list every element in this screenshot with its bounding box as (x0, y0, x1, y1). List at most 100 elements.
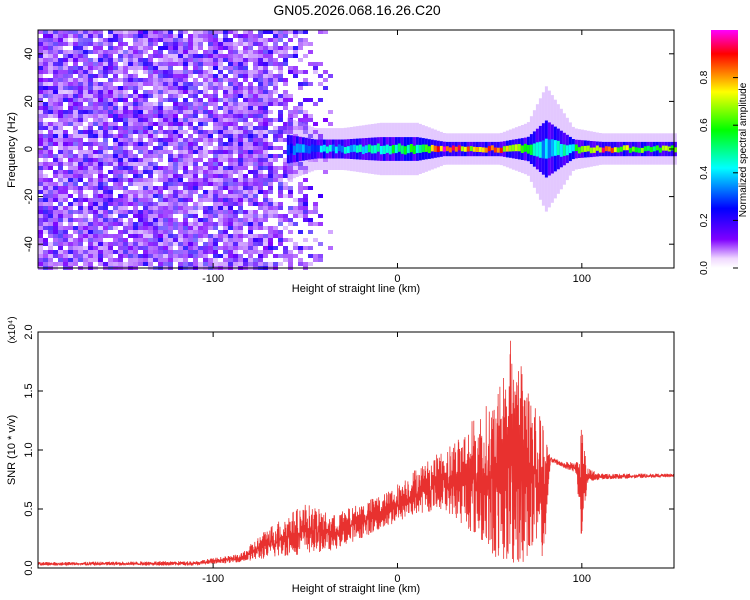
spectrogram-noise-cell (88, 34, 93, 38)
spectrogram-noise-cell (38, 150, 43, 154)
spectrogram-noise-cell (208, 206, 213, 210)
spectrogram-ridge-cell (511, 144, 515, 152)
spectrogram-noise-cell (223, 94, 228, 98)
spectrogram-noise-cell (248, 114, 253, 118)
spectrogram-noise-cell (143, 130, 148, 134)
spectrogram-noise-cell (328, 230, 333, 234)
spectrogram-ridge-cell (628, 147, 632, 153)
spectrogram-noise-cell (173, 258, 178, 262)
spectrogram-noise-cell (138, 50, 143, 54)
spectrogram-noise-cell (168, 150, 173, 154)
spectrogram-noise-cell (73, 142, 78, 146)
spectrogram-noise-cell (53, 122, 58, 126)
spectrogram-noise-cell (248, 178, 253, 182)
spectrogram-noise-cell (73, 130, 78, 134)
spectrogram-noise-cell (288, 46, 293, 50)
spectrogram-noise-cell (128, 54, 133, 58)
spectrogram-noise-cell (73, 238, 78, 242)
spectrogram-noise-cell (78, 30, 83, 34)
spectrogram-noise-cell (243, 78, 248, 82)
spectrogram-noise-cell (53, 206, 58, 210)
spectrogram-noise-cell (233, 162, 238, 166)
spectrogram-noise-cell (113, 222, 118, 226)
spectrogram-noise-cell (243, 242, 248, 246)
spectrogram-noise-cell (203, 82, 208, 86)
spectrogram-noise-cell (213, 234, 218, 238)
spectrogram-noise-cell (213, 74, 218, 78)
spectrogram-noise-cell (303, 214, 308, 218)
spectrogram-noise-cell (153, 214, 158, 218)
spectrogram-noise-cell (218, 166, 223, 170)
spectrogram-noise-cell (103, 158, 108, 162)
spectrogram-noise-cell (128, 74, 133, 78)
spectrogram-noise-cell (158, 234, 163, 238)
spectrogram-noise-cell (118, 178, 123, 182)
spectrogram-noise-cell (178, 174, 183, 178)
spectrogram-noise-cell (138, 54, 143, 58)
spectrogram-noise-cell (253, 202, 258, 206)
spectrogram-noise-cell (138, 102, 143, 106)
spectrogram-noise-cell (123, 30, 128, 34)
spectrogram-noise-cell (83, 74, 88, 78)
spectrogram-noise-cell (113, 202, 118, 206)
spectrogram-noise-cell (128, 118, 133, 122)
spectrogram-noise-cell (43, 218, 48, 222)
spectrogram-noise-cell (118, 234, 123, 238)
spectrogram-noise-cell (193, 114, 198, 118)
spectrogram-noise-cell (53, 134, 58, 138)
spectrogram-noise-cell (193, 142, 198, 146)
spectrogram-noise-cell (123, 42, 128, 46)
spectrogram-noise-cell (233, 170, 238, 174)
spectrogram-noise-cell (263, 158, 268, 162)
spectrogram-noise-cell (293, 30, 298, 34)
spectrogram-noise-cell (308, 118, 313, 122)
spectrogram-noise-cell (88, 250, 93, 254)
spectrogram-noise-cell (78, 138, 83, 142)
spectrogram-noise-cell (118, 118, 123, 122)
spectrogram-noise-cell (113, 174, 118, 178)
spectrogram-noise-cell (243, 222, 248, 226)
spectrogram-noise-cell (163, 98, 168, 102)
spectrogram-noise-cell (138, 142, 143, 146)
spectrogram-noise-cell (253, 130, 258, 134)
spectrogram-noise-cell (133, 70, 138, 74)
spectrogram-noise-cell (93, 250, 98, 254)
spectrogram-ridge-cell (418, 144, 422, 153)
spectrogram-noise-cell (43, 202, 48, 206)
spectrogram-noise-cell (243, 178, 248, 182)
spectrogram-noise-cell (68, 246, 73, 250)
spectrogram-noise-cell (73, 170, 78, 174)
spectrogram-noise-cell (188, 54, 193, 58)
spectrogram-ridge-cell (493, 147, 497, 153)
spectrogram-noise-cell (298, 230, 303, 234)
snr-multiplier: (x10⁴) (7, 316, 18, 343)
spectrogram-noise-cell (253, 146, 258, 150)
spectrogram-noise-cell (318, 242, 323, 246)
spectrogram-noise-cell (138, 198, 143, 202)
spectrogram-ridge-cell (499, 147, 503, 153)
spectrogram-noise-cell (158, 46, 163, 50)
spectrogram-noise-cell (238, 178, 243, 182)
spectrogram-noise-cell (68, 174, 73, 178)
spectrogram-noise-cell (168, 242, 173, 246)
spectrogram-ridge-cell (430, 144, 434, 152)
spectrogram-noise-cell (233, 230, 238, 234)
spectrogram-noise-cell (213, 86, 218, 90)
spectrogram-noise-cell (53, 82, 58, 86)
spectrogram-noise-cell (193, 118, 198, 122)
spectrogram-noise-cell (53, 142, 58, 146)
spectrogram-ridge-cell (463, 146, 467, 152)
spectrogram-noise-cell (68, 134, 73, 138)
spectrogram-noise-cell (208, 170, 213, 174)
spectrogram-noise-cell (273, 166, 278, 170)
spectrogram-noise-cell (93, 246, 98, 250)
spectrogram-noise-cell (128, 138, 133, 142)
spectrogram-noise-cell (243, 154, 248, 158)
spectrogram-noise-cell (208, 66, 213, 70)
spectrogram-noise-cell (153, 78, 158, 82)
spectrogram-noise-cell (38, 206, 43, 210)
spectrogram-noise-cell (88, 126, 93, 130)
spectrogram-noise-cell (123, 142, 128, 146)
spectrogram-noise-cell (38, 222, 43, 226)
spectrogram-noise-cell (153, 134, 158, 138)
